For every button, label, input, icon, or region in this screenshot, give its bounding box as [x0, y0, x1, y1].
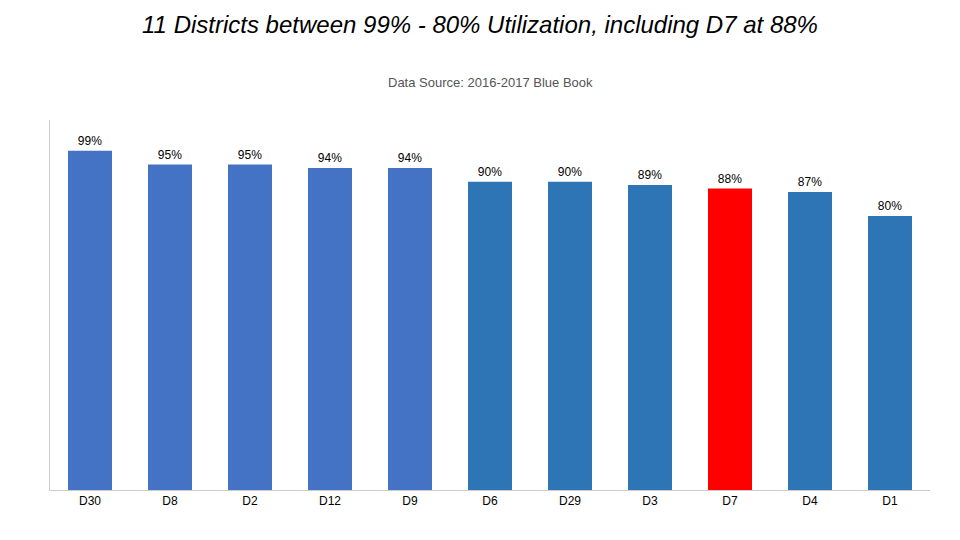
- svg-text:87%: 87%: [798, 175, 822, 189]
- svg-text:D1: D1: [882, 494, 898, 508]
- svg-text:94%: 94%: [398, 151, 422, 165]
- svg-text:D12: D12: [319, 494, 341, 508]
- svg-text:D30: D30: [79, 494, 101, 508]
- svg-text:D4: D4: [802, 494, 818, 508]
- svg-text:D9: D9: [402, 494, 418, 508]
- svg-text:D6: D6: [482, 494, 498, 508]
- svg-text:D29: D29: [559, 494, 581, 508]
- svg-text:90%: 90%: [478, 165, 502, 179]
- svg-text:80%: 80%: [878, 199, 902, 213]
- svg-text:88%: 88%: [718, 172, 742, 186]
- svg-text:95%: 95%: [238, 148, 262, 162]
- svg-text:89%: 89%: [638, 168, 662, 182]
- svg-text:90%: 90%: [558, 165, 582, 179]
- svg-text:D2: D2: [242, 494, 258, 508]
- svg-text:95%: 95%: [158, 148, 182, 162]
- svg-text:D3: D3: [642, 494, 658, 508]
- svg-text:94%: 94%: [318, 151, 342, 165]
- svg-text:D8: D8: [162, 494, 178, 508]
- svg-text:Data Source: 2016-2017 Blue Bo: Data Source: 2016-2017 Blue Book: [388, 75, 593, 90]
- svg-text:11 Districts between 99% - 80%: 11 Districts between 99% - 80% Utilizati…: [142, 11, 818, 38]
- svg-text:D7: D7: [722, 494, 738, 508]
- svg-text:99%: 99%: [78, 134, 102, 148]
